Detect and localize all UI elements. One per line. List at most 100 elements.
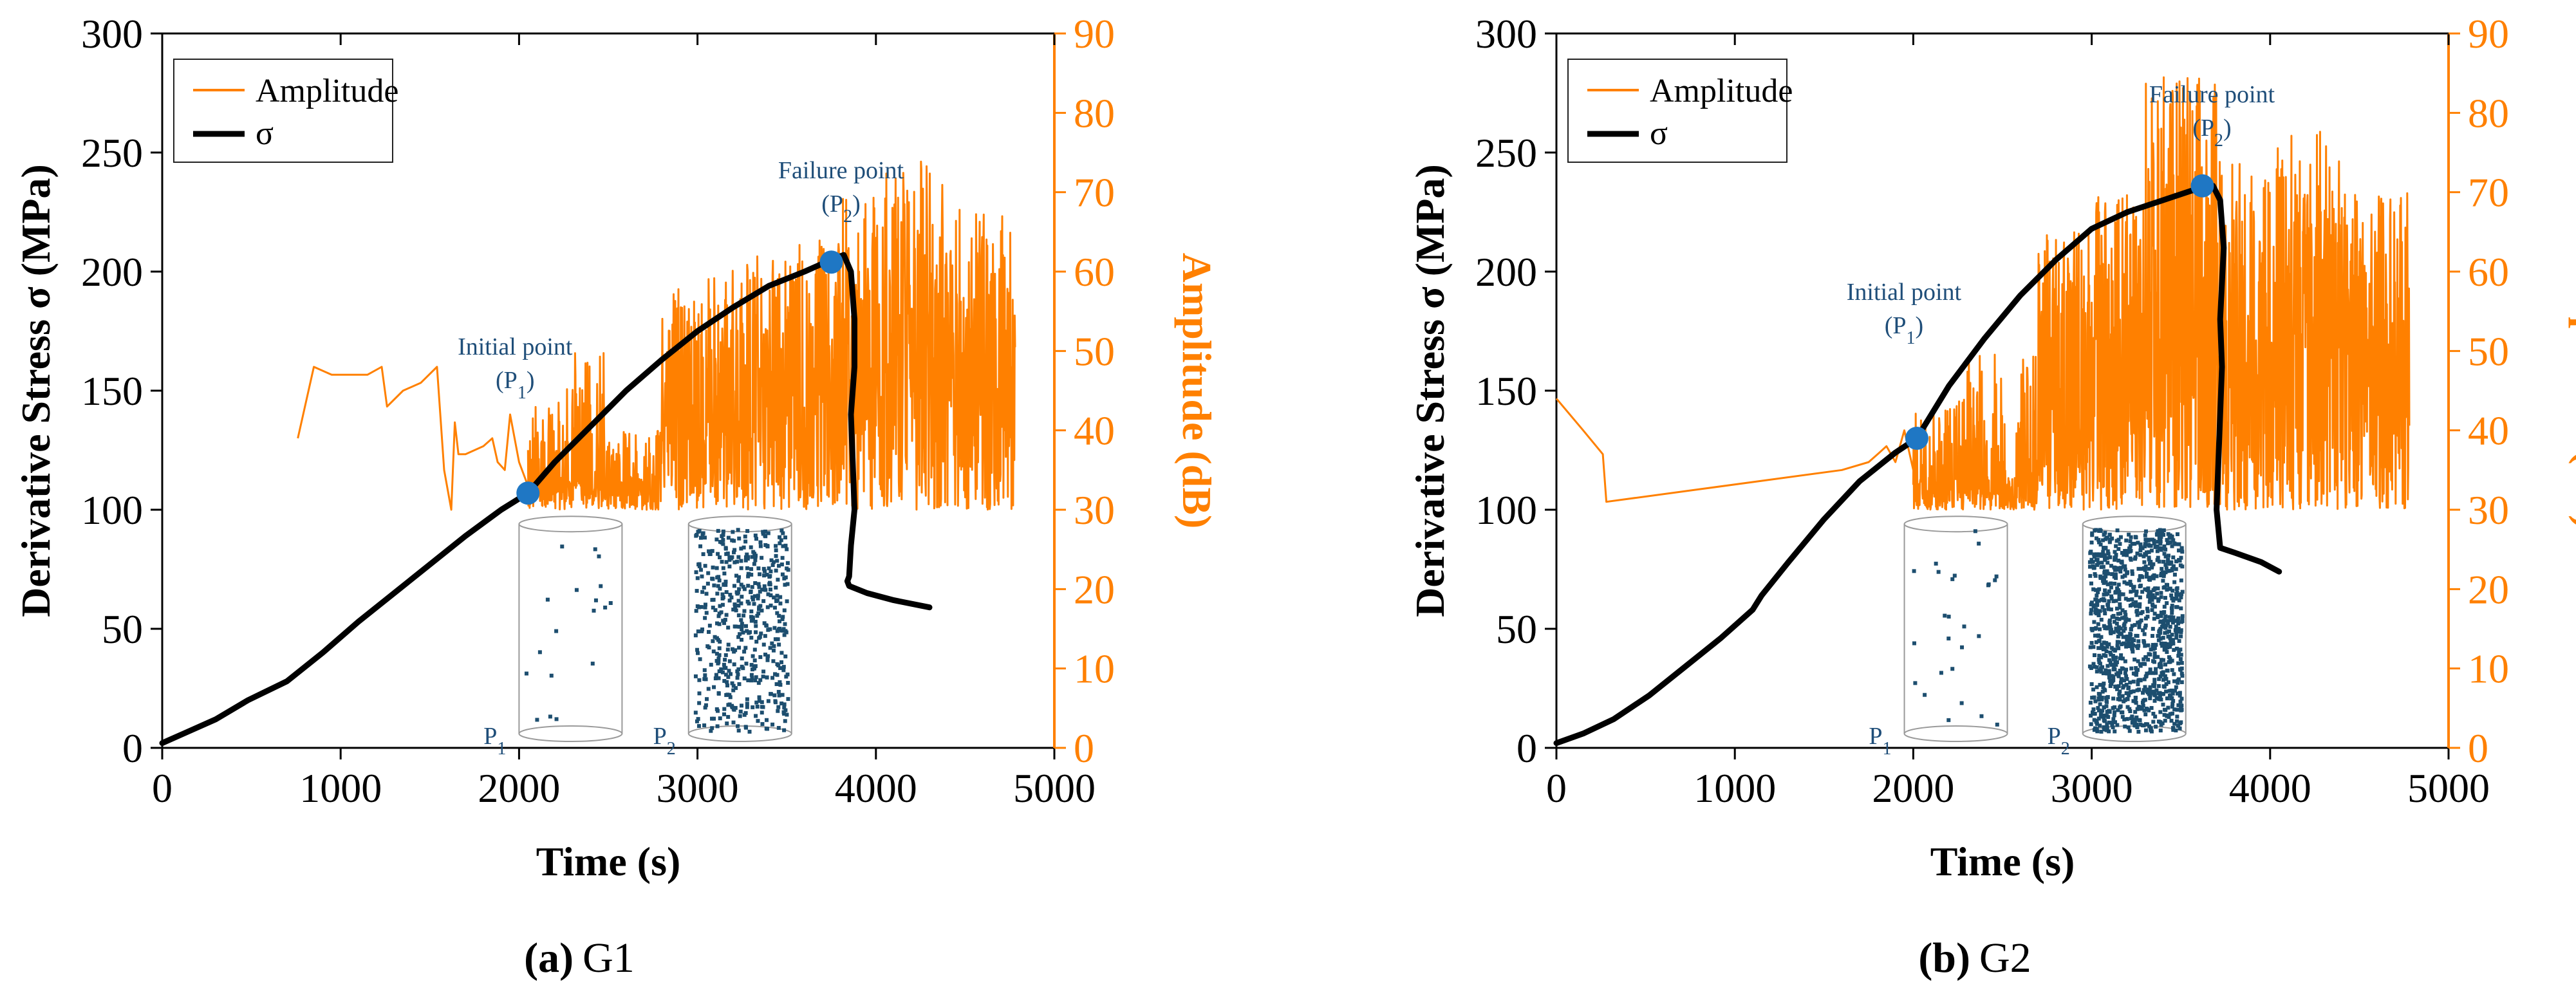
inset-dot xyxy=(2172,647,2176,652)
inset-dot xyxy=(740,627,744,631)
inset-dot xyxy=(599,584,603,588)
marker-label: Failure point xyxy=(778,157,904,184)
inset-dot xyxy=(524,671,528,676)
legend-stress-label: σ xyxy=(256,115,274,152)
inset-dot xyxy=(773,699,778,703)
x-tick-label: 0 xyxy=(152,765,173,811)
inset-dot xyxy=(2170,604,2174,608)
inset-dot xyxy=(763,588,768,592)
inset-dot xyxy=(777,613,781,618)
inset-dot xyxy=(2130,572,2134,576)
inset-dot xyxy=(754,537,758,541)
panel-caption: (a) G1 xyxy=(524,935,635,981)
inset-dot xyxy=(2104,574,2108,579)
inset-dot xyxy=(2176,723,2180,728)
inset-dot xyxy=(2171,599,2176,603)
inset-dot xyxy=(2176,703,2181,707)
inset-dot xyxy=(2161,528,2166,532)
inset-dot xyxy=(734,608,738,613)
inset-dot xyxy=(2118,669,2122,673)
inset-dot xyxy=(696,629,700,634)
inset-dot xyxy=(2106,572,2111,576)
x-tick-label: 1000 xyxy=(299,765,382,811)
inset-dot xyxy=(754,553,758,558)
inset-dot xyxy=(694,534,698,538)
inset-dot xyxy=(783,654,788,658)
inset-dot xyxy=(2162,604,2167,609)
inset-dot xyxy=(753,620,758,624)
inset-dot xyxy=(729,556,733,561)
inset-dot xyxy=(2090,696,2095,700)
marker-label: Failure point xyxy=(2149,81,2275,108)
inset-dot xyxy=(2158,539,2163,544)
inset-dot xyxy=(739,566,743,570)
inset-dot xyxy=(2119,592,2123,597)
inset-dot xyxy=(703,616,707,620)
inset-dot xyxy=(722,665,727,670)
inset-dot xyxy=(718,555,722,560)
inset-dot xyxy=(2162,647,2167,652)
inset-dot xyxy=(1979,714,1984,718)
inset-dot xyxy=(726,674,731,679)
inset-dot xyxy=(2107,533,2112,537)
inset-dot xyxy=(2103,588,2107,593)
inset-dot xyxy=(726,626,731,630)
inset-dot xyxy=(2134,600,2138,604)
inset-dot xyxy=(2098,576,2103,581)
inset-dot xyxy=(2107,642,2111,647)
inset-dot xyxy=(778,619,782,624)
inset-dot xyxy=(754,700,759,705)
inset-dot xyxy=(2129,548,2133,553)
inset-dot xyxy=(2166,621,2170,626)
inset-dot xyxy=(2111,654,2115,658)
inset-dot xyxy=(2165,696,2169,701)
inset-dot xyxy=(2152,655,2157,659)
inset-dot xyxy=(751,654,755,658)
inset-dot xyxy=(2170,596,2174,600)
inset-dot xyxy=(1977,634,1981,638)
x-tick-label: 3000 xyxy=(657,765,739,811)
inset-dot xyxy=(776,663,781,667)
inset-dot xyxy=(2120,608,2125,613)
inset-dot xyxy=(2107,618,2112,623)
inset-dot xyxy=(720,602,725,607)
inset-dot xyxy=(597,554,601,559)
inset-dot xyxy=(2170,702,2175,706)
inset-dot xyxy=(2122,629,2126,633)
inset-dot xyxy=(2127,644,2132,649)
inset-dot xyxy=(708,552,713,556)
inset-dot xyxy=(777,693,781,698)
inset-dot xyxy=(2096,708,2101,712)
inset-dot xyxy=(702,535,707,540)
marker-sublabel: (P1) xyxy=(1885,312,1923,348)
inset-dot xyxy=(703,705,707,710)
inset-dot xyxy=(2157,662,2161,667)
inset-dot xyxy=(703,673,707,678)
inset-dot xyxy=(782,705,787,710)
inset-bottom-ellipse xyxy=(1903,725,2008,742)
inset-dot xyxy=(761,674,765,679)
inset-dot xyxy=(2151,711,2156,716)
inset-dot xyxy=(2092,552,2096,557)
inset-dot xyxy=(740,656,744,661)
inset-dot xyxy=(746,555,751,559)
inset-dot xyxy=(2093,607,2098,611)
inset-dot xyxy=(769,603,773,608)
inset-dot xyxy=(2116,646,2121,651)
inset-dot xyxy=(2120,561,2124,565)
inset-dot xyxy=(730,681,734,685)
inset-dot xyxy=(731,720,736,725)
inset-dot xyxy=(2105,561,2110,565)
inset-dot xyxy=(2158,710,2163,714)
inset-label-letter: P xyxy=(2048,723,2061,750)
inset-dot xyxy=(740,664,744,669)
inset-dot xyxy=(716,614,721,618)
inset-dot xyxy=(2129,590,2133,594)
inset-dot xyxy=(2154,642,2158,647)
inset-dot xyxy=(776,564,781,568)
inset-dot xyxy=(2176,548,2181,553)
inset-dot xyxy=(2152,604,2157,609)
inset-dot xyxy=(2122,683,2126,688)
inset-dot xyxy=(2115,566,2120,570)
inset-dot xyxy=(2102,687,2107,692)
